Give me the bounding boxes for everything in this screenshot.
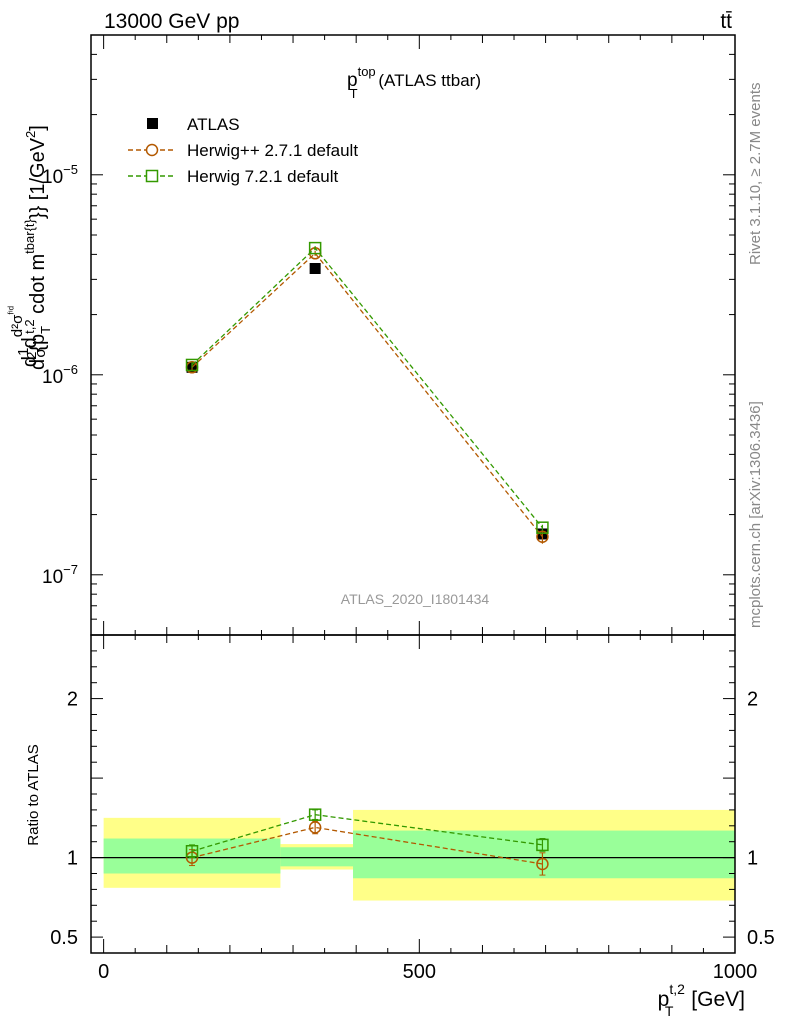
legend-marker-herwigpp	[145, 143, 159, 157]
ratio-frame	[90, 634, 736, 954]
rivet-label: Rivet 3.1.10, ≥ 2.7M events	[747, 83, 764, 266]
main-point-herwig7	[308, 241, 322, 255]
chart-title: ptop T (ATLAS ttbar)	[347, 64, 481, 101]
main-series	[185, 241, 549, 544]
ratio-y-axis-label: Ratio to ATLAS	[25, 744, 42, 845]
header-right: tt̄	[720, 10, 732, 33]
x-tick-label: 500	[403, 961, 436, 983]
main-series-line	[191, 247, 543, 529]
main-series-line	[191, 252, 543, 538]
x-tick-label: 1000	[713, 961, 758, 983]
legend: ATLAS Herwig++ 2.7.1 default Herwig 7.2.…	[128, 115, 358, 186]
ratio-series	[185, 808, 549, 876]
analysis-watermark: ATLAS_2020_I1801434	[341, 591, 490, 607]
main-y-axis-label: d1σdd²σᶠⁱᵈd2{pTt,2 cdot mtbar{t}}} [1/Ge…	[7, 125, 53, 370]
main-point-herwigpp	[536, 530, 549, 543]
x-tick-label: 0	[98, 961, 109, 983]
main-point-atlas	[309, 262, 321, 274]
main-y-tick-label: 10−7	[42, 562, 78, 588]
legend-label-herwigpp: Herwig++ 2.7.1 default	[187, 141, 358, 160]
ratio-series-line	[191, 826, 543, 865]
x-axis-label: pt,2 T [GeV]	[658, 981, 745, 1019]
ratio-point-herwig7	[308, 808, 322, 821]
ratio-band-inner	[280, 847, 354, 867]
main-point-herwig7	[185, 358, 199, 372]
ratio-axes: 0 500 1000 0.5 0.5 1 1 2 2	[50, 634, 775, 983]
ratio-y-tick-label: 1	[67, 848, 78, 870]
header-left: 13000 GeV pp	[104, 10, 239, 33]
ratio-band-inner	[353, 830, 735, 879]
ratio-y-tick-label: 2	[67, 689, 78, 711]
ratio-y-tick-label-right: 1	[747, 848, 758, 870]
legend-label-atlas: ATLAS	[187, 115, 240, 134]
ratio-y-tick-label-right: 0.5	[747, 927, 775, 949]
main-y-tick-label: 10−5	[42, 162, 78, 188]
ratio-y-tick-label-right: 2	[747, 689, 758, 711]
ratio-y-tick-label: 0.5	[50, 927, 78, 949]
ratio-point-herwig7	[185, 844, 199, 858]
ratio-point-herwig7	[536, 838, 549, 852]
mcplots-label: mcplots.cern.ch [arXiv:1306.3436]	[747, 401, 764, 628]
ratio-point-herwigpp	[536, 857, 549, 871]
ratio-uncertainty-bands	[103, 809, 735, 901]
main-y-tick-label: 10−6	[42, 362, 78, 388]
main-point-herwig7	[536, 521, 549, 534]
ratio-point-herwigpp	[308, 821, 322, 834]
legend-label-herwig7: Herwig 7.2.1 default	[187, 167, 338, 186]
legend-marker-herwig7	[145, 169, 159, 183]
legend-marker-atlas	[147, 118, 158, 129]
main-axes: 10−7 10−6 10−5	[42, 34, 736, 636]
